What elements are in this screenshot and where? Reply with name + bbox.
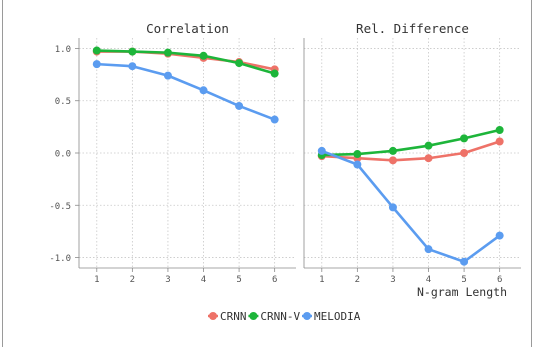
correlation-point-melodia bbox=[235, 101, 244, 110]
correlation-point-crnn-v bbox=[92, 46, 101, 55]
correlation-y-tick-label: 0.0 bbox=[55, 150, 71, 160]
rel-difference-point-crnn-v bbox=[353, 150, 362, 159]
rel-difference-x-tick-label: 3 bbox=[390, 275, 395, 285]
correlation-x-tick-label: 2 bbox=[130, 275, 135, 285]
correlation-y-tick-label: -1.0 bbox=[49, 254, 71, 264]
correlation-x-tick-label: 6 bbox=[272, 275, 277, 285]
legend-label-crnn-v: CRNN-V bbox=[260, 310, 300, 323]
rel-difference-point-melodia bbox=[495, 231, 504, 240]
rel-difference-point-crnn bbox=[388, 156, 397, 165]
rel-difference-point-crnn-v bbox=[460, 134, 469, 143]
correlation-point-crnn-v bbox=[270, 69, 279, 78]
rel-difference-x-tick-label: 2 bbox=[355, 275, 360, 285]
correlation-y-tick-label: 0.5 bbox=[55, 97, 71, 107]
correlation-point-melodia bbox=[163, 71, 172, 80]
rel-difference-point-crnn bbox=[495, 137, 504, 146]
legend-label-melodia: MELODIA bbox=[314, 310, 361, 323]
rel-difference-x-tick-label: 5 bbox=[461, 275, 466, 285]
correlation-point-melodia bbox=[92, 60, 101, 69]
correlation-point-crnn-v bbox=[235, 59, 244, 68]
correlation-title: Correlation bbox=[146, 21, 229, 36]
correlation-point-melodia bbox=[270, 115, 279, 124]
correlation-x-tick-label: 4 bbox=[201, 275, 206, 285]
rel-difference-point-melodia bbox=[317, 146, 326, 155]
correlation-y-tick-label: -0.5 bbox=[49, 202, 71, 212]
rel-difference-point-crnn-v bbox=[388, 146, 397, 155]
rel-difference-point-crnn-v bbox=[424, 141, 433, 150]
rel-difference-series-line-crnn-v bbox=[320, 128, 501, 157]
panel-correlation: Correlation 1 2 3 4 5 6 1.0 0.5 0.0 -0.5 -1.0 bbox=[49, 21, 296, 285]
legend-label-crnn: CRNN bbox=[220, 310, 247, 323]
correlation-series-line-crnn-v bbox=[95, 49, 276, 75]
rel-difference-x-tick-label: 4 bbox=[426, 275, 431, 285]
legend: CRNN CRNN-V MELODIA bbox=[208, 310, 361, 323]
correlation-x-tick-label: 3 bbox=[165, 275, 170, 285]
rel-difference-point-melodia bbox=[460, 257, 469, 266]
rel-difference-title: Rel. Difference bbox=[356, 21, 469, 36]
correlation-point-melodia bbox=[128, 62, 137, 71]
rel-difference-series-line-crnn bbox=[320, 140, 501, 162]
legend-marker-melodia bbox=[303, 312, 311, 320]
correlation-x-tick-label: 5 bbox=[236, 275, 241, 285]
legend-marker-crnn bbox=[209, 312, 217, 320]
correlation-point-crnn-v bbox=[199, 51, 208, 60]
rel-difference-point-melodia bbox=[353, 160, 362, 169]
rel-difference-point-crnn bbox=[460, 149, 469, 157]
frame-left-border bbox=[2, 0, 3, 347]
rel-difference-x-tick-label: 1 bbox=[319, 275, 324, 285]
rel-difference-x-tick-label: 6 bbox=[497, 275, 502, 285]
legend-marker-crnn-v bbox=[249, 312, 258, 320]
correlation-series-line-melodia bbox=[95, 62, 276, 121]
rel-difference-point-crnn-v bbox=[495, 126, 504, 134]
correlation-y-tick-label: 1.0 bbox=[55, 45, 71, 55]
rel-difference-point-melodia bbox=[424, 245, 433, 254]
frame-right-border bbox=[531, 0, 532, 347]
rel-difference-point-melodia bbox=[388, 203, 397, 212]
panel-rel-difference: Rel. Difference 1 2 3 4 5 6N-gram Length bbox=[303, 21, 521, 299]
correlation-point-crnn-v bbox=[128, 47, 137, 56]
rel-difference-x-axis-label: N-gram Length bbox=[417, 285, 507, 299]
correlation-point-melodia bbox=[199, 86, 208, 95]
correlation-point-crnn-v bbox=[163, 48, 172, 57]
rel-difference-point-crnn bbox=[424, 154, 433, 163]
rel-difference-series-line-melodia bbox=[320, 149, 501, 264]
correlation-x-tick-label: 1 bbox=[94, 275, 99, 285]
